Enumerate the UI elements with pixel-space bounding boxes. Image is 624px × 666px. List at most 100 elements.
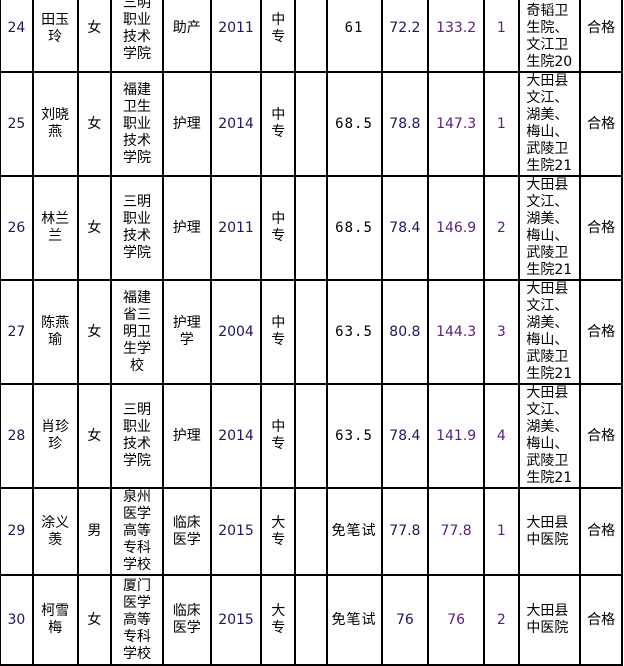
cell-rank: 3 <box>483 279 520 385</box>
cell-blank <box>294 574 328 666</box>
cell-school: 泉州医学高等专科学校 <box>110 487 164 576</box>
cell-year: 2015 <box>209 487 263 576</box>
cell-total-score: 141.9 <box>427 383 486 489</box>
cell-interview-score: 77.8 <box>380 487 430 576</box>
table-row: 29 涂义羡 男 泉州医学高等专科学校 临床医学 2015 大专 免笔试 77.… <box>0 487 623 576</box>
cell-no: 27 <box>0 279 34 385</box>
cell-year: 2011 <box>209 0 263 73</box>
cell-education: 中专 <box>260 175 297 281</box>
cell-total-score: 77.8 <box>427 487 486 576</box>
cell-gender: 女 <box>76 0 113 73</box>
cell-major: 临床医学 <box>161 574 212 666</box>
cell-position: 大田县文江、湖美、梅山、武陵卫生院21 <box>517 383 582 489</box>
table-row: 30 柯雪梅 女 厦门医学高等专科学校 临床医学 2015 大专 免笔试 76 … <box>0 574 623 666</box>
cell-name: 肖珍珍 <box>31 383 79 489</box>
cell-position: 大田县中医院 <box>517 574 582 666</box>
cell-written-score: 免笔试 <box>325 487 383 576</box>
cell-rank: 1 <box>483 0 520 73</box>
cell-blank <box>294 0 328 73</box>
table-row: 25 刘晓燕 女 福建卫生职业技术学院 护理 2014 中专 68.5 78.8… <box>0 71 623 177</box>
cell-year: 2004 <box>209 279 263 385</box>
cell-gender: 女 <box>76 574 113 666</box>
cell-major: 临床医学 <box>161 487 212 576</box>
cell-total-score: 147.3 <box>427 71 486 177</box>
cell-result: 合格 <box>579 574 623 666</box>
cell-position: 大田县文江、湖美、梅山、武陵卫生院21 <box>517 279 582 385</box>
cell-rank: 4 <box>483 383 520 489</box>
table-row: 26 林兰兰 女 三明职业技术学院 护理 2011 中专 68.5 78.4 1… <box>0 175 623 281</box>
cell-written-score: 免笔试 <box>325 574 383 666</box>
cell-result: 合格 <box>579 71 623 177</box>
cell-education: 中专 <box>260 0 297 73</box>
cell-interview-score: 76 <box>380 574 430 666</box>
cell-blank <box>294 487 328 576</box>
cell-name: 田玉玲 <box>31 0 79 73</box>
cell-year: 2015 <box>209 574 263 666</box>
cell-result: 合格 <box>579 383 623 489</box>
cell-gender: 男 <box>76 487 113 576</box>
cell-result: 合格 <box>579 0 623 73</box>
table-row: 28 肖珍珍 女 三明职业技术学院 护理 2014 中专 63.5 78.4 1… <box>0 383 623 489</box>
cell-education: 中专 <box>260 279 297 385</box>
cell-no: 28 <box>0 383 34 489</box>
cell-name: 陈燕瑜 <box>31 279 79 385</box>
cell-written-score: 63.5 <box>325 383 383 489</box>
cell-interview-score: 78.4 <box>380 175 430 281</box>
cell-no: 24 <box>0 0 34 73</box>
cell-result: 合格 <box>579 487 623 576</box>
cell-education: 中专 <box>260 383 297 489</box>
cell-name: 林兰兰 <box>31 175 79 281</box>
cell-total-score: 144.3 <box>427 279 486 385</box>
cell-position: 大田县奇韬卫生院、文江卫生院20 <box>517 0 582 73</box>
cell-school: 福建省三明卫生学校 <box>110 279 164 385</box>
cell-school: 三明职业技术学院 <box>110 175 164 281</box>
cell-gender: 女 <box>76 71 113 177</box>
cell-rank: 2 <box>483 574 520 666</box>
cell-written-score: 61 <box>325 0 383 73</box>
cell-school: 福建卫生职业技术学院 <box>110 71 164 177</box>
cell-interview-score: 80.8 <box>380 279 430 385</box>
cell-total-score: 133.2 <box>427 0 486 73</box>
cell-position: 大田县文江、湖美、梅山、武陵卫生院21 <box>517 175 582 281</box>
table-row: 27 陈燕瑜 女 福建省三明卫生学校 护理学 2004 中专 63.5 80.8… <box>0 279 623 385</box>
cell-education: 大专 <box>260 487 297 576</box>
cell-position: 大田县中医院 <box>517 487 582 576</box>
cell-education: 大专 <box>260 574 297 666</box>
cell-no: 30 <box>0 574 34 666</box>
cell-name: 涂义羡 <box>31 487 79 576</box>
cell-interview-score: 72.2 <box>380 0 430 73</box>
cell-total-score: 76 <box>427 574 486 666</box>
cell-interview-score: 78.8 <box>380 71 430 177</box>
cell-school: 厦门医学高等专科学校 <box>110 574 164 666</box>
cell-no: 29 <box>0 487 34 576</box>
cell-gender: 女 <box>76 279 113 385</box>
table-row: 24 田玉玲 女 三明职业技术学院 助产 2011 中专 61 72.2 133… <box>0 0 623 73</box>
cell-name: 刘晓燕 <box>31 71 79 177</box>
cell-major: 护理 <box>161 175 212 281</box>
cell-gender: 女 <box>76 383 113 489</box>
cell-year: 2014 <box>209 71 263 177</box>
cell-result: 合格 <box>579 175 623 281</box>
cell-school: 三明职业技术学院 <box>110 0 164 73</box>
cell-rank: 2 <box>483 175 520 281</box>
cell-rank: 1 <box>483 71 520 177</box>
cell-major: 护理学 <box>161 279 212 385</box>
cell-no: 26 <box>0 175 34 281</box>
cell-year: 2011 <box>209 175 263 281</box>
cell-rank: 1 <box>483 487 520 576</box>
cell-blank <box>294 71 328 177</box>
cell-education: 中专 <box>260 71 297 177</box>
cell-result: 合格 <box>579 279 623 385</box>
cell-major: 助产 <box>161 0 212 73</box>
cell-total-score: 146.9 <box>427 175 486 281</box>
cell-major: 护理 <box>161 71 212 177</box>
cell-position: 大田县文江、湖美、梅山、武陵卫生院21 <box>517 71 582 177</box>
cell-year: 2014 <box>209 383 263 489</box>
cell-major: 护理 <box>161 383 212 489</box>
cell-interview-score: 78.4 <box>380 383 430 489</box>
cell-gender: 女 <box>76 175 113 281</box>
cell-blank <box>294 279 328 385</box>
cell-school: 三明职业技术学院 <box>110 383 164 489</box>
cell-written-score: 63.5 <box>325 279 383 385</box>
cell-blank <box>294 383 328 489</box>
